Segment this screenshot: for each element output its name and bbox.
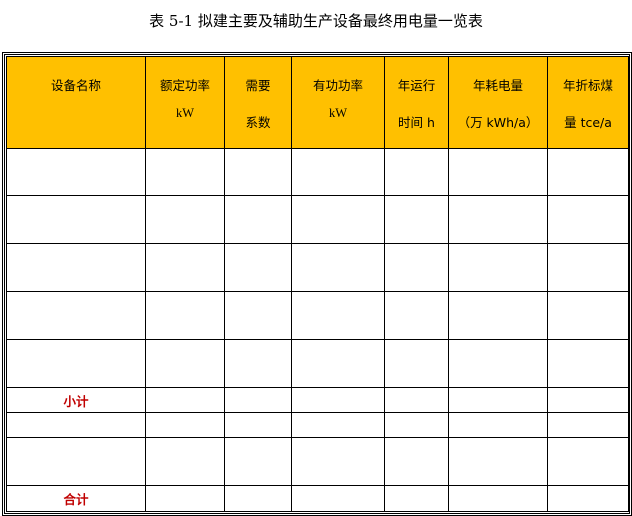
table-cell [291, 291, 385, 340]
header-line2: kW [175, 106, 195, 120]
table-cell [448, 412, 548, 438]
table-cell [547, 412, 629, 438]
table-cell [448, 339, 548, 388]
table-cell [145, 437, 225, 486]
table-row [6, 437, 629, 486]
table-cell [384, 148, 449, 196]
table-cell [145, 291, 225, 340]
table-cell [6, 339, 146, 388]
table-cell [547, 387, 629, 413]
table-cell [224, 387, 292, 413]
header-line1: 额定功率 [159, 78, 210, 93]
table-cell [6, 195, 146, 244]
table-cell [291, 339, 385, 388]
table-cell [145, 148, 225, 196]
table-cell [291, 148, 385, 196]
table-cell [224, 148, 292, 196]
table-cell [291, 412, 385, 438]
column-header: 需要 系数 [224, 56, 292, 149]
table-row: 合计 [6, 485, 629, 512]
table-cell [448, 148, 548, 196]
header-line1: 年运行 [397, 78, 436, 93]
table-cell [384, 339, 449, 388]
column-header: 年运行时间 h [384, 56, 449, 149]
table-cell [224, 485, 292, 512]
column-header: 额定功率 kW [145, 56, 225, 149]
table-cell [224, 243, 292, 292]
table-cell [145, 339, 225, 388]
table-cell [547, 243, 629, 292]
table-cell [6, 148, 146, 196]
header-line2: 时间 h [398, 115, 435, 130]
table-cell [145, 412, 225, 438]
table-cell [547, 485, 629, 512]
table-row [6, 291, 629, 340]
table-cell [384, 485, 449, 512]
column-header: 设备名称 [6, 56, 146, 149]
table-row [6, 195, 629, 244]
table-cell [291, 195, 385, 244]
header-line2: （万 kWh/a） [457, 115, 539, 130]
table-cell [6, 291, 146, 340]
table-cell [448, 437, 548, 486]
table-row: 小计 [6, 387, 629, 413]
table-cell [145, 485, 225, 512]
table-title: 表 5-1 拟建主要及辅助生产设备最终用电量一览表 [149, 12, 483, 30]
table-cell [384, 243, 449, 292]
table-cell [448, 387, 548, 413]
power-table: 设备名称 额定功率 kW 需要系数 有功功率 kW 年运行时间 h 年耗电量 （万 kWh/a）… [2, 52, 632, 516]
table-cell [6, 243, 146, 292]
table-cell [145, 243, 225, 292]
table-row [6, 339, 629, 388]
table-cell [547, 291, 629, 340]
table-cell [6, 437, 146, 486]
header-line1: 年耗电量 [472, 78, 523, 93]
summary-label: 合计 [6, 485, 146, 512]
table-cell [547, 339, 629, 388]
header-row: 设备名称 额定功率 kW 需要系数 有功功率 kW 年运行时间 h 年耗电量 （万 kWh/a）… [6, 56, 629, 149]
header-line1: 设备名称 [50, 78, 101, 93]
column-header: 年耗电量 （万 kWh/a） [448, 56, 548, 149]
table-cell [384, 387, 449, 413]
table-cell [291, 437, 385, 486]
table-row [6, 243, 629, 292]
header-line2: kW [328, 106, 348, 120]
table-cell [291, 485, 385, 512]
table-cell [6, 412, 146, 438]
table-cell [145, 387, 225, 413]
summary-label: 小计 [6, 387, 146, 413]
table-cell [291, 387, 385, 413]
header-line1: 需要 [245, 78, 271, 93]
table-cell [448, 485, 548, 512]
table-cell [224, 291, 292, 340]
table-cell [224, 412, 292, 438]
header-line2: 系数 [245, 115, 271, 130]
table-cell [384, 195, 449, 244]
table-cell [547, 437, 629, 486]
header-line1: 有功功率 [312, 78, 363, 93]
table-cell [448, 243, 548, 292]
table-cell [547, 195, 629, 244]
table-cell [448, 291, 548, 340]
table-cell [547, 148, 629, 196]
table-cell [384, 291, 449, 340]
table-row [6, 148, 629, 196]
table-cell [145, 195, 225, 244]
table-cell [448, 195, 548, 244]
header-line2: 量 tce/a [564, 115, 612, 130]
table-cell [224, 195, 292, 244]
column-header: 有功功率 kW [291, 56, 385, 149]
table-cell [384, 412, 449, 438]
table-cell [224, 437, 292, 486]
table-cell [384, 437, 449, 486]
table-row [6, 412, 629, 438]
table-cell [291, 243, 385, 292]
header-line1: 年折标煤 [562, 78, 613, 93]
table-cell [224, 339, 292, 388]
column-header: 年折标煤量 tce/a [547, 56, 629, 149]
